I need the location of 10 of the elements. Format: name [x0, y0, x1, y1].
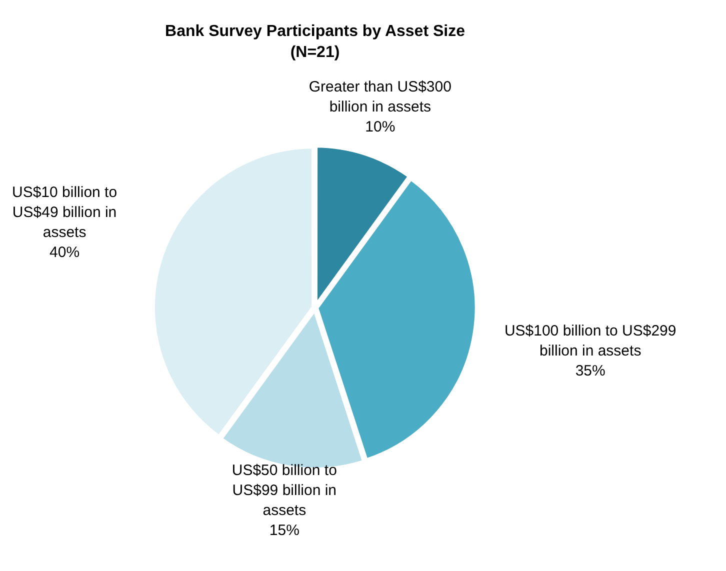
data-label: 10% — [365, 118, 396, 136]
chart-title: Bank Survey Participants by Asset Size — [165, 23, 466, 40]
slice-label: US$50 billion to US$99 billion in assets — [232, 462, 337, 520]
slice-label: Greater than US$300 billion in assets — [308, 78, 452, 116]
slice-label: US$10 billion to US$49 billion in assets — [12, 184, 118, 241]
data-label: 40% — [50, 244, 80, 261]
data-label: 15% — [269, 522, 300, 540]
chart-subtitle: (N=21) — [290, 44, 340, 62]
data-label: 35% — [575, 362, 606, 380]
slice-label: US$100 billion to US$299 billion in assets — [504, 322, 676, 360]
